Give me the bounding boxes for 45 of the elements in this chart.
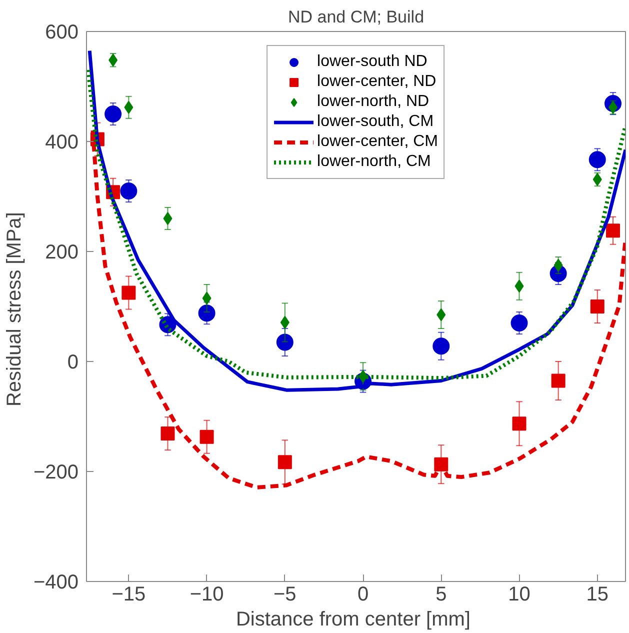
point xyxy=(198,304,216,322)
point xyxy=(590,300,604,314)
point xyxy=(200,430,214,444)
point xyxy=(276,334,294,351)
point xyxy=(202,292,212,305)
point xyxy=(278,455,292,470)
point xyxy=(588,151,606,168)
y-tick-label: 200 xyxy=(45,242,79,264)
legend-label: lower-center, CM xyxy=(317,133,438,151)
point xyxy=(514,280,524,293)
x-tick-label: −5 xyxy=(274,584,296,606)
x-tick-label: 10 xyxy=(508,584,530,606)
x-tick-label: 15 xyxy=(586,584,609,606)
point xyxy=(432,338,450,355)
point xyxy=(606,224,620,238)
point xyxy=(124,100,134,114)
legend-label: lower-south, CM xyxy=(317,113,434,131)
point xyxy=(512,416,526,431)
legend-label: lower-north, ND xyxy=(317,93,430,111)
point xyxy=(592,172,602,186)
point xyxy=(104,106,122,122)
point xyxy=(120,182,138,200)
point xyxy=(163,212,172,225)
point xyxy=(551,374,566,388)
y-tick-label: 0 xyxy=(67,352,78,374)
y-axis-title: Residual stress [MPa] xyxy=(3,212,26,407)
point xyxy=(510,314,528,332)
x-axis-title: Distance from center [mm] xyxy=(236,608,470,630)
x-tick-label: −10 xyxy=(190,584,224,606)
point xyxy=(280,316,290,329)
y-tick-label: −400 xyxy=(33,572,79,594)
point xyxy=(554,258,563,272)
legend-label: lower-south ND xyxy=(317,53,428,71)
x-tick-label: 5 xyxy=(436,584,447,606)
y-tick-label: −200 xyxy=(33,462,79,484)
chart-title: ND and CM; Build xyxy=(288,8,424,26)
point xyxy=(160,426,175,441)
point xyxy=(436,308,446,322)
x-tick-label: −15 xyxy=(112,584,146,606)
y-tick-label: 600 xyxy=(45,22,79,44)
legend-label: lower-north, CM xyxy=(317,153,431,171)
x-tick-label: 0 xyxy=(357,584,369,606)
point xyxy=(122,286,136,300)
legend-label: lower-center, ND xyxy=(317,73,436,91)
y-tick-label: 400 xyxy=(45,132,79,154)
